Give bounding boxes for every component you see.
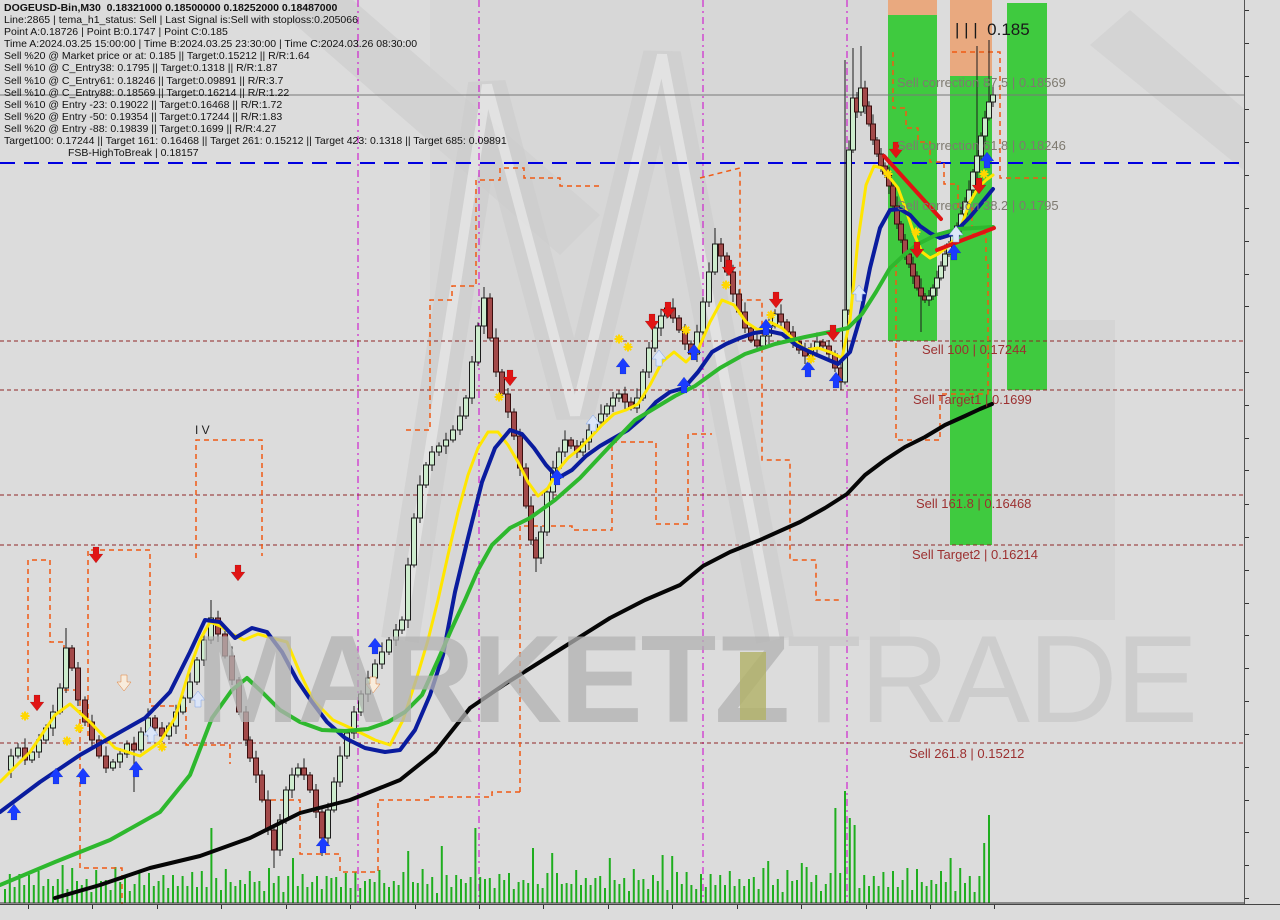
info-line-2: Point A:0.18726 | Point B:0.1747 | Point… [4, 26, 228, 39]
zone-entry61-orange [950, 0, 992, 76]
time-tick-mark [543, 905, 544, 909]
info-line-8: Sell %10 @ Entry -23: 0.19022 || Target:… [4, 98, 283, 111]
price-tick-mark [1245, 76, 1249, 77]
price-tick-mark [1245, 10, 1249, 11]
indicator-info-panel: DOGEUSD-Bin,M30 0.18321000 0.18500000 0.… [4, 2, 507, 159]
time-tick-mark [608, 905, 609, 909]
price-tick-mark [1245, 734, 1249, 735]
info-line-7: Sell %10 @ C_Entry88: 0.18569 || Target:… [4, 86, 290, 99]
info-line-1: Line:2865 | tema_h1_status: Sell | Last … [4, 14, 358, 27]
price-tick-mark [1245, 865, 1249, 866]
ma-black [53, 402, 994, 900]
info-line-6: Sell %10 @ C_Entry61: 0.18246 || Target:… [4, 74, 284, 87]
price-tick-mark [1245, 241, 1249, 242]
price-tick-mark [1245, 832, 1249, 833]
annotation-1: Sell correction 87.5 | 0.18569 [897, 75, 1066, 90]
trendlines[interactable] [882, 154, 996, 252]
info-line-5: Sell %10 @ C_Entry38: 0.1795 || Target:0… [4, 62, 278, 75]
price-tick-mark [1245, 43, 1249, 44]
watermark-brand-left: MARKETZ [196, 611, 790, 749]
red-trendline-up [935, 226, 996, 252]
zone-entry88-green [888, 15, 937, 341]
time-tick-mark [994, 905, 995, 909]
price-tick-mark [1245, 504, 1249, 505]
ma-green [0, 225, 995, 887]
annotation-6: Sell 161.8 | 0.16468 [916, 496, 1032, 511]
annotation-5: Sell Target1 | 0.1699 [913, 392, 1032, 407]
candlesticks [8, 40, 996, 868]
info-line-9: Sell %20 @ Entry -50: 0.19354 || Target:… [4, 110, 283, 123]
price-tick-mark [1245, 109, 1249, 110]
annotation-3: Sell correction 38.2 | 0.1795 [897, 198, 1059, 213]
price-tick-mark [1245, 175, 1249, 176]
zone-entry38-green [1007, 3, 1047, 390]
time-tick-mark [930, 905, 931, 909]
price-tick-mark [1245, 306, 1249, 307]
annotation-9: I V [195, 423, 210, 437]
red-trendline-down [882, 154, 943, 221]
time-tick-mark [866, 905, 867, 909]
time-tick-mark [737, 905, 738, 909]
info-line-4: Sell %20 @ Market price or at: 0.185 || … [4, 50, 310, 63]
price-tick-mark [1245, 668, 1249, 669]
watermark-brand-bar [740, 652, 766, 720]
volume-histogram [4, 791, 990, 903]
price-tick-mark [1245, 800, 1249, 801]
info-line-0: DOGEUSD-Bin,M30 0.18321000 0.18500000 0.… [4, 2, 338, 14]
time-tick-mark [801, 905, 802, 909]
annotation-2: Sell correction 61.8 | 0.18246 [897, 138, 1066, 153]
zone-entry88-orange [888, 0, 937, 15]
price-tick-mark [1245, 701, 1249, 702]
time-tick-mark [221, 905, 222, 909]
signal-zones [888, 0, 1047, 545]
info-line-10: Sell %20 @ Entry -88: 0.19839 || Target:… [4, 122, 277, 135]
price-tick-mark [1245, 274, 1249, 275]
time-tick-mark [286, 905, 287, 909]
ma-navy [0, 187, 995, 814]
annotation-4: Sell 100 | 0.17244 [922, 342, 1027, 357]
price-tick-mark [1245, 405, 1249, 406]
signal-markers [6, 141, 995, 854]
price-tick-mark [1245, 767, 1249, 768]
price-level-lines [0, 94, 1244, 744]
time-tick-mark [350, 905, 351, 909]
price-tick-mark [1245, 372, 1249, 373]
period-separators [357, 0, 848, 903]
price-tick-mark [1245, 635, 1249, 636]
info-line-3: Time A:2024.03.25 15:00:00 | Time B:2024… [4, 38, 418, 51]
price-tick-mark [1245, 438, 1249, 439]
annotation-7: Sell Target2 | 0.16214 [912, 547, 1039, 562]
price-tick-mark [1245, 603, 1249, 604]
annotation-0: | | | 0.185 [955, 20, 1030, 39]
watermark-brand-right: TRADE [786, 611, 1198, 749]
price-tick-mark [1245, 570, 1249, 571]
price-tick-mark [1245, 208, 1249, 209]
time-axis[interactable]: 21 Mar 202421 Mar 13:3021 Mar 21:3022 Ma… [0, 904, 1280, 920]
price-tick-mark [1245, 470, 1249, 471]
info-line-11: Target100: 0.17244 || Target 161: 0.1646… [4, 135, 507, 148]
annotation-8: Sell 261.8 | 0.15212 [909, 746, 1025, 761]
time-tick-mark [479, 905, 480, 909]
time-tick-mark [672, 905, 673, 909]
time-tick-mark [157, 905, 158, 909]
price-tick-mark [1245, 898, 1249, 899]
zone-entry61-green [950, 76, 992, 545]
price-axis[interactable]: 0.189290.187630.185970.184260.182600.180… [1244, 0, 1280, 920]
time-tick-mark [415, 905, 416, 909]
time-tick-mark [92, 905, 93, 909]
price-tick-mark [1245, 142, 1249, 143]
time-tick-mark [28, 905, 29, 909]
info-line-12: FSB-HighToBreak | 0.18157 [68, 147, 199, 160]
price-tick-mark [1245, 537, 1249, 538]
